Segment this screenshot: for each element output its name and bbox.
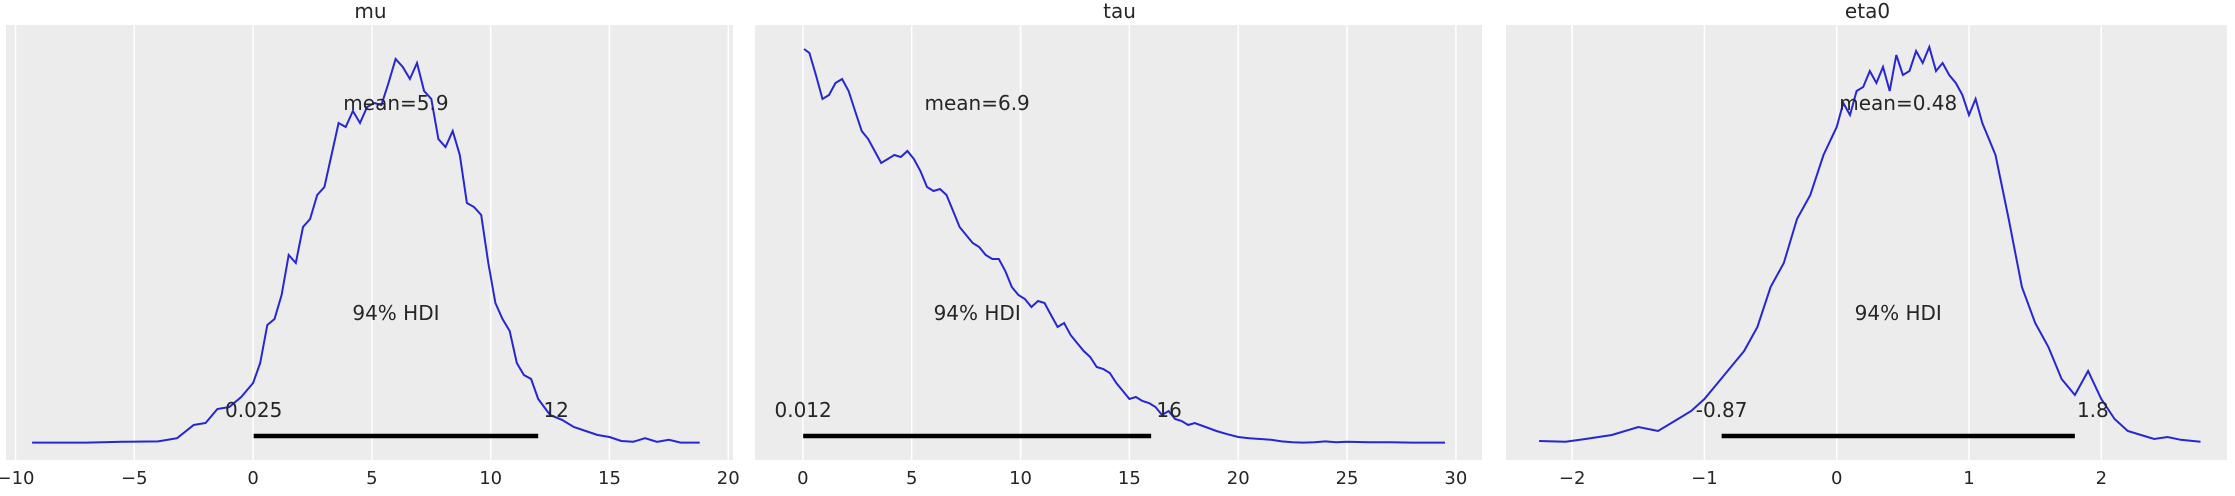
x-tick-label: 2 [2096,468,2107,489]
plot-background [6,25,733,460]
x-tick-label: −1 [1691,468,1718,489]
x-tick-label: 10 [1009,468,1032,489]
x-tick-label: 0 [1831,468,1842,489]
density-line [803,48,1445,444]
x-tick-label: 20 [1227,468,1250,489]
x-tick-label: 15 [1118,468,1141,489]
x-tick-label: −5 [121,468,148,489]
mean-label: mean=0.48 [1839,91,1957,115]
chart-title: mu [354,0,387,23]
hdi-caption: 94% HDI [934,301,1021,325]
x-tick-label: 15 [598,468,621,489]
x-tick-label: 10 [479,468,502,489]
x-tick-label: 5 [906,468,917,489]
panel-tau: tau 0 5 10 15 20 25 30 0.012 16 94% HDI mean=6.9 [749,0,1490,496]
hdi-low-label: -0.87 [1696,398,1748,422]
density-plot-eta0: −2 −1 0 1 2 -0.87 1.8 94% HDI mean=0.48 [1506,25,2227,489]
x-tick-label: 0 [797,468,808,489]
hdi-high-label: 16 [1156,398,1181,422]
x-tick-label: 0 [247,468,258,489]
chart-title: tau [1103,0,1136,23]
hdi-low-label: 0.012 [775,398,832,422]
chart-title: eta0 [1844,0,1891,23]
panel-mu: mu −10 −5 0 5 10 15 20 0.025 12 94% HDI mean=5.9 [0,0,741,496]
mean-label: mean=5.9 [343,91,448,115]
x-tick-label: 1 [1963,468,1974,489]
hdi-caption: 94% HDI [352,301,439,325]
x-tick-label: 25 [1336,468,1359,489]
x-tick-label: 5 [366,468,377,489]
panel-eta0: eta0 −2 −1 0 1 2 -0.87 1.8 94% HDI mean=0.48 [1500,0,2235,496]
hdi-low-label: 0.025 [225,398,282,422]
x-tick-label: 30 [1444,468,1467,489]
density-plot-mu: −10 −5 0 5 10 15 20 0.025 12 94% HDI mean=5.9 [0,25,740,489]
x-tick-label: −10 [0,468,35,489]
mean-label: mean=6.9 [925,91,1030,115]
x-tick-label: −2 [1559,468,1586,489]
hdi-high-label: 12 [543,398,568,422]
density-line [32,57,700,444]
density-line [1539,43,2201,443]
hdi-caption: 94% HDI [1855,301,1942,325]
plot-background [1506,25,2227,460]
plot-background [755,25,1482,460]
x-tick-label: 20 [717,468,740,489]
density-plot-tau: 0 5 10 15 20 25 30 0.012 16 94% HDI mean=6.9 [755,25,1482,489]
hdi-high-label: 1.8 [2077,398,2109,422]
